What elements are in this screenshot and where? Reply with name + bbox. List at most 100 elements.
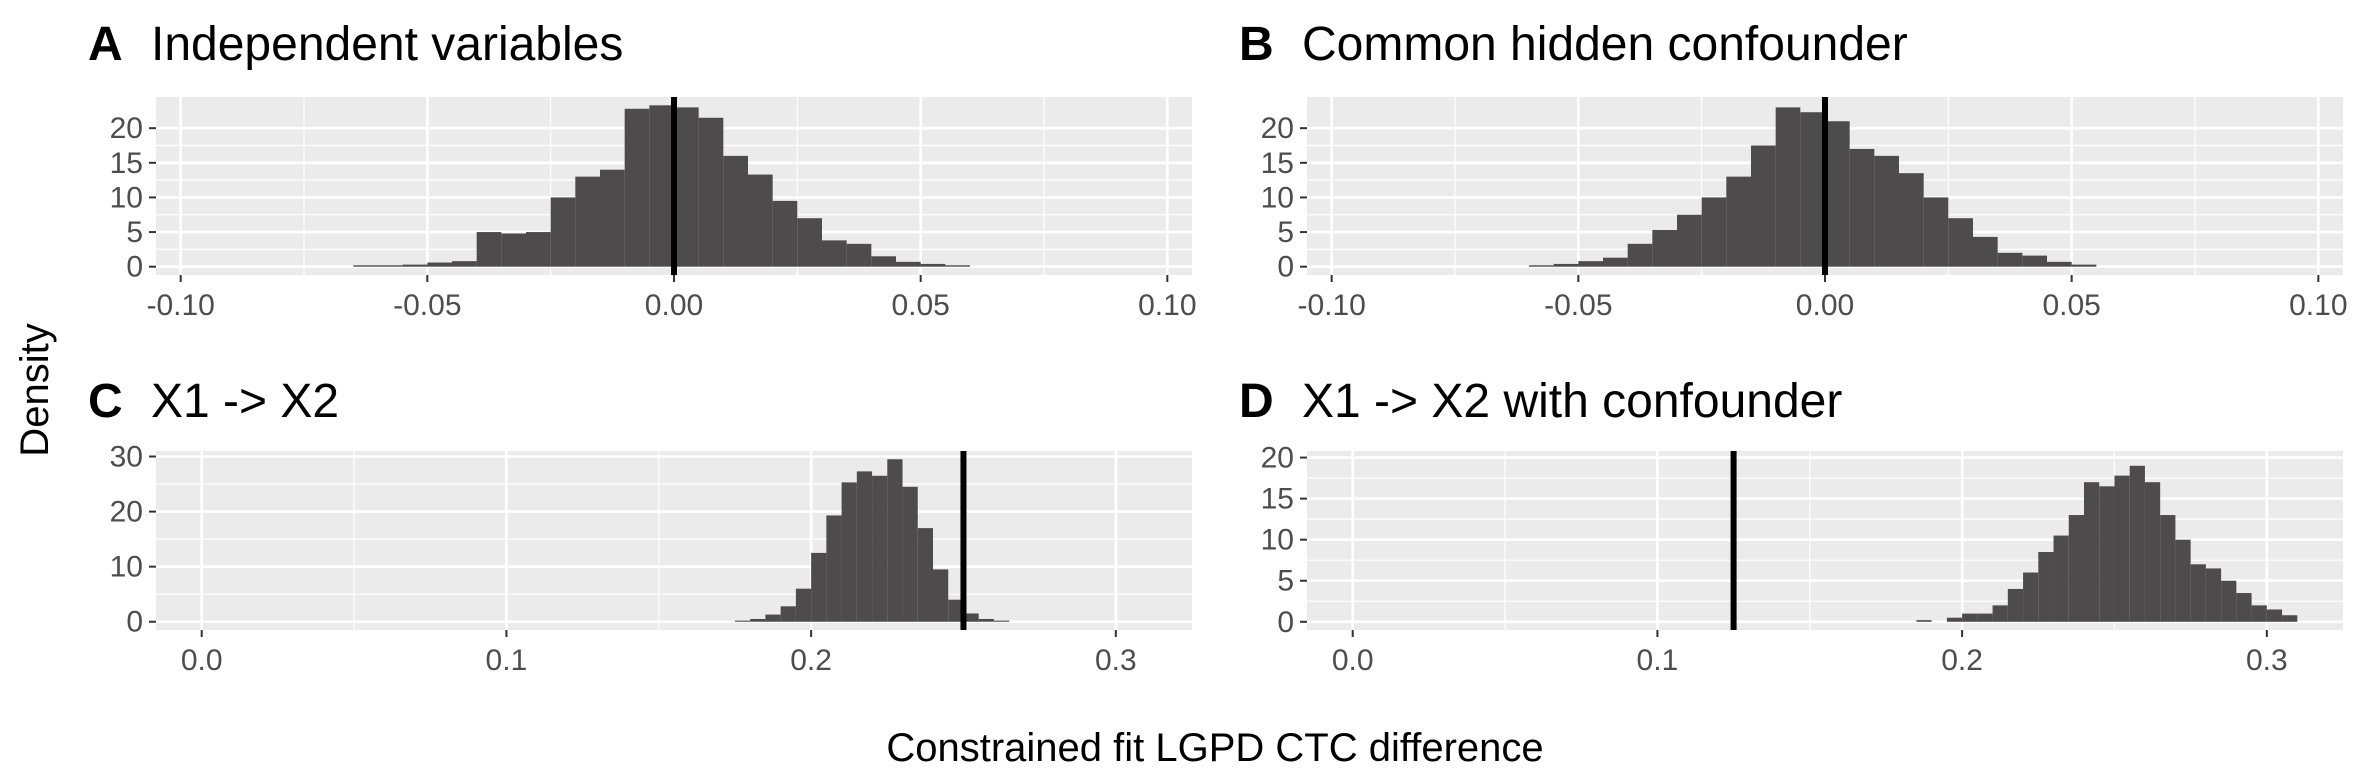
- histogram-bar: [674, 107, 699, 267]
- histogram-bar: [917, 528, 933, 622]
- histogram-bar: [734, 620, 751, 622]
- histogram-bar: [822, 240, 847, 267]
- y-tick-label: 20: [1261, 112, 1294, 145]
- histogram-bar: [723, 155, 748, 267]
- histogram-bar: [902, 486, 918, 622]
- histogram-bar: [948, 599, 964, 622]
- histogram-bar: [2205, 568, 2222, 622]
- histogram-bar: [2022, 255, 2047, 267]
- histogram-bar: [2053, 535, 2069, 622]
- y-tick-label: 20: [1261, 442, 1294, 475]
- histogram-bar: [1775, 107, 1801, 267]
- histogram-bar: [353, 265, 378, 267]
- x-tick-label: 0.00: [1796, 289, 1854, 322]
- y-tick-label: 0: [1277, 251, 1294, 284]
- histogram-bar: [871, 256, 896, 267]
- histogram-bar: [427, 262, 452, 267]
- histogram-bar: [896, 261, 921, 267]
- y-tick-label: 10: [1261, 524, 1294, 557]
- x-tick-label: 0.3: [2246, 644, 2288, 677]
- histogram-bar: [1992, 605, 2008, 622]
- histogram-bar: [2038, 551, 2054, 622]
- histogram-bar: [872, 475, 888, 622]
- panel-letter: D: [1239, 375, 1274, 428]
- x-tick-label: 0.1: [1637, 644, 1679, 677]
- histogram-bar: [978, 618, 994, 622]
- panel-d: 0.0 0.1 0.2 0.3 0 5 10 15 20 D X1 -> X2 with confo…: [1239, 375, 2343, 677]
- histogram-bar: [1800, 112, 1825, 267]
- histogram-bar: [811, 552, 827, 622]
- histogram-bar: [765, 614, 781, 622]
- x-tick-label: -0.10: [146, 289, 214, 322]
- x-axis-label: Constrained fit LGPD CTC difference: [886, 726, 1543, 770]
- histogram-bar: [2175, 539, 2191, 622]
- histogram-bar: [1948, 218, 1973, 267]
- histogram-bar: [476, 232, 502, 267]
- panel-letter: B: [1239, 18, 1274, 71]
- histogram-bar: [846, 243, 872, 267]
- histogram-bar: [1946, 617, 1963, 622]
- x-tick-label: 0.3: [1095, 644, 1137, 677]
- histogram-bar: [402, 264, 428, 267]
- histogram-bar: [1529, 265, 1554, 267]
- y-tick-label: 20: [110, 112, 143, 145]
- histogram-bar: [1627, 243, 1653, 267]
- y-tick-label: 15: [110, 147, 143, 180]
- panel-title: Independent variables: [151, 18, 623, 71]
- histogram-bar: [2114, 475, 2130, 622]
- histogram-bar: [780, 606, 796, 622]
- histogram-bar: [772, 200, 798, 267]
- x-tick-label: -0.05: [393, 289, 461, 322]
- y-axis-label: Density: [13, 323, 57, 456]
- histogram-bar: [826, 515, 842, 622]
- y-tick-label: 15: [1261, 483, 1294, 516]
- histogram-bar: [795, 588, 812, 622]
- histogram-bar: [945, 265, 970, 267]
- histogram-bar: [2160, 515, 2176, 622]
- y-tick-label: 5: [126, 216, 143, 249]
- histogram-bar: [933, 569, 949, 622]
- histogram-bar: [550, 197, 576, 267]
- histogram-bar: [1997, 252, 2023, 267]
- panel-letter: C: [88, 375, 123, 428]
- histogram-bar: [2144, 482, 2161, 622]
- histogram-bar: [2129, 465, 2145, 622]
- x-tick-label: 0.1: [486, 644, 528, 677]
- panel-title: X1 -> X2: [151, 375, 339, 428]
- x-tick-label: 0.2: [790, 644, 832, 677]
- histogram-bar: [2282, 615, 2298, 622]
- histogram-bar: [2251, 605, 2267, 622]
- histogram-bar: [600, 169, 625, 267]
- histogram-bar: [2047, 261, 2072, 267]
- histogram-bar: [887, 459, 903, 622]
- panel-title: X1 -> X2 with confounder: [1302, 375, 1842, 428]
- histogram-bar: [378, 265, 403, 267]
- histogram-bar: [1578, 261, 1603, 267]
- x-tick-label: -0.05: [1544, 289, 1612, 322]
- x-tick-label: -0.10: [1297, 289, 1365, 322]
- histogram-bar: [1825, 121, 1850, 267]
- histogram-bar: [797, 218, 822, 267]
- y-tick-label: 30: [110, 441, 143, 474]
- histogram-bar: [526, 232, 551, 267]
- histogram-bar: [1701, 197, 1727, 267]
- histogram-bar: [2007, 588, 2024, 622]
- histogram-bar: [1652, 229, 1677, 267]
- histogram-bar: [750, 618, 766, 622]
- histogram-bar: [2266, 609, 2283, 622]
- histogram-bar: [2071, 264, 2097, 267]
- histogram-bar: [1874, 155, 1899, 267]
- histogram-bar: [575, 176, 600, 267]
- histogram-bar: [963, 613, 979, 622]
- histogram-bar: [2084, 482, 2100, 622]
- x-tick-label: 0.2: [1941, 644, 1983, 677]
- histogram-bar: [1973, 236, 1998, 267]
- panel-letter: A: [88, 18, 123, 71]
- y-tick-label: 5: [1277, 216, 1294, 249]
- histogram-bar: [501, 233, 526, 267]
- histogram-bar: [624, 108, 650, 267]
- histogram-bar: [1962, 613, 1978, 622]
- y-tick-label: 10: [110, 551, 143, 584]
